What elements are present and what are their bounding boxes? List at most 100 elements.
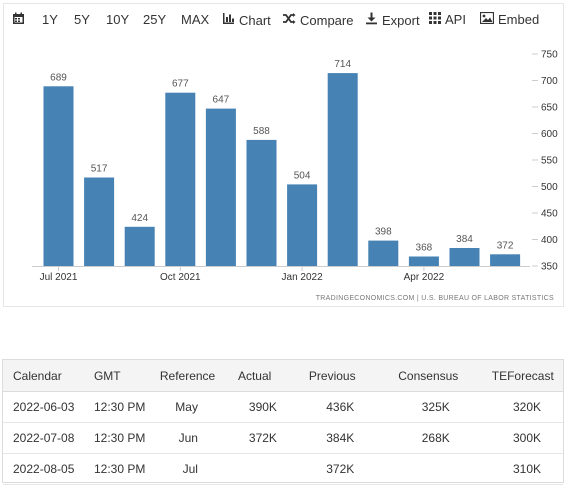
cell-previous: 372K — [288, 453, 377, 485]
toolbar-10y-label: 10Y — [106, 12, 130, 27]
toolbar-chart-label: Chart — [239, 12, 271, 28]
toolbar-compare-label: Compare — [300, 12, 354, 28]
calendar-table: Calendar GMT Reference Actual Previous Consen… — [2, 359, 564, 485]
y-tick-label: 750 — [541, 50, 558, 61]
y-tick-label: 550 — [541, 156, 558, 167]
data-label: 517 — [91, 164, 108, 175]
cell-gmt: 12:30 PM — [83, 453, 150, 485]
cell-reference: May — [149, 391, 228, 423]
bar-dec-2021 — [246, 139, 277, 266]
bar-sep-2021 — [124, 226, 155, 266]
cell-reference: Jul — [149, 453, 228, 485]
cell-previous: 384K — [288, 422, 377, 454]
cell-calendar: 2022-08-05 — [3, 453, 84, 485]
cell-teforecast: 320K — [471, 391, 563, 423]
bar-jul-2021 — [43, 86, 74, 266]
header-actual: Actual — [227, 360, 289, 392]
bar-mar-2022 — [368, 240, 399, 266]
toolbar-calendar-button[interactable] — [12, 12, 25, 28]
chart-panel: 1Y 5Y 10Y 25Y MAX Chart Compare Export API Embed … — [3, 3, 564, 307]
toolbar-5y-button[interactable]: 5Y — [74, 12, 90, 27]
cell-actual: 372K — [227, 422, 289, 454]
data-label: 384 — [456, 234, 473, 245]
data-label: 689 — [50, 72, 67, 83]
x-tick-label: Jul 2021 — [40, 272, 78, 283]
data-label: 424 — [131, 213, 148, 224]
source-credit: TRADINGECONOMICS.COM | U.S. BUREAU OF LA… — [316, 295, 554, 302]
y-tick-label: 700 — [541, 76, 558, 87]
data-label: 647 — [213, 95, 230, 106]
toolbar-25y-label: 25Y — [143, 12, 167, 27]
data-label: 677 — [172, 79, 189, 90]
bar-aug-2021 — [84, 177, 115, 266]
chart-toolbar: 1Y 5Y 10Y 25Y MAX Chart Compare Export API Embed — [4, 4, 563, 36]
cell-calendar: 2022-07-08 — [3, 422, 84, 454]
header-gmt: GMT — [83, 360, 150, 392]
x-tick-label: Jan 2022 — [282, 272, 324, 283]
cell-reference: Jun — [149, 422, 228, 454]
x-tick-label: Oct 2021 — [160, 272, 201, 283]
toolbar-1y-button[interactable]: 1Y — [42, 12, 58, 27]
header-consensus: Consensus — [376, 360, 472, 392]
bar-may-2022 — [449, 248, 480, 266]
header-previous: Previous — [288, 360, 377, 392]
y-tick-label: 450 — [541, 209, 558, 220]
y-tick-label: 650 — [541, 103, 558, 114]
cell-calendar: 2022-06-03 — [3, 391, 84, 423]
toolbar-1y-label: 1Y — [42, 12, 58, 27]
toolbar-embed-label: Embed — [498, 12, 540, 27]
toolbar-5y-label: 5Y — [74, 12, 90, 27]
cell-actual: 390K — [227, 391, 289, 423]
y-tick-label: 500 — [541, 182, 558, 193]
bar-apr-2022 — [408, 256, 439, 266]
cell-gmt: 12:30 PM — [83, 391, 150, 423]
data-label: 714 — [334, 59, 351, 70]
toolbar-10y-button[interactable]: 10Y — [106, 12, 129, 27]
cell-gmt: 12:30 PM — [83, 422, 150, 454]
data-label: 398 — [375, 227, 392, 238]
y-tick-label: 350 — [541, 262, 558, 273]
toolbar-25y-button[interactable]: 25Y — [143, 12, 166, 27]
bar-oct-2021 — [165, 92, 196, 266]
toolbar-chart-button[interactable]: Chart — [222, 12, 271, 28]
toolbar-max-label: MAX — [181, 12, 210, 27]
toolbar-export-label: Export — [382, 12, 420, 28]
data-label: 504 — [294, 170, 311, 181]
toolbar-api-button[interactable]: API — [429, 12, 466, 27]
toolbar-api-label: API — [445, 12, 466, 27]
grid-icon — [429, 12, 441, 27]
x-tick-label: Apr 2022 — [404, 272, 445, 283]
cell-teforecast: 300K — [471, 422, 563, 454]
download-icon — [365, 12, 378, 28]
bar-chart-icon — [222, 12, 235, 28]
table-header-row: Calendar GMT Reference Actual Previous Consen… — [3, 360, 563, 392]
header-calendar: Calendar — [3, 360, 84, 392]
cell-actual — [227, 453, 289, 485]
toolbar-export-button[interactable]: Export — [365, 12, 420, 28]
image-icon — [479, 11, 495, 27]
bar-chart: 689 517 424 677 647 588 504 714 398 368 384 372 Jul … — [32, 50, 558, 302]
data-label: 368 — [416, 243, 433, 254]
toolbar-embed-button[interactable]: Embed — [479, 11, 540, 27]
data-label: 588 — [253, 126, 270, 137]
calendar-icon — [12, 12, 25, 28]
cell-consensus: 268K — [376, 422, 472, 454]
cell-teforecast: 310K — [471, 453, 563, 485]
bar-feb-2022 — [327, 73, 358, 266]
cell-previous: 436K — [288, 391, 377, 423]
bar-jan-2022 — [287, 184, 318, 266]
bar-nov-2021 — [205, 108, 236, 266]
toolbar-compare-button[interactable]: Compare — [282, 12, 353, 28]
data-label: 372 — [497, 240, 514, 251]
table-row: 2022-07-08 12:30 PM Jun 372K 384K 268K 300K — [3, 422, 563, 454]
header-reference: Reference — [149, 360, 228, 392]
bar-jun-2022 — [490, 254, 521, 266]
shuffle-icon — [282, 12, 296, 28]
y-tick-label: 600 — [541, 129, 558, 140]
toolbar-max-button[interactable]: MAX — [181, 12, 209, 27]
y-tick-label: 400 — [541, 235, 558, 246]
cell-consensus: 325K — [376, 391, 472, 423]
header-teforecast: TEForecast — [471, 360, 563, 392]
cell-consensus — [376, 453, 472, 485]
table-row: 2022-06-03 12:30 PM May 390K 436K 325K 320K — [3, 391, 563, 423]
